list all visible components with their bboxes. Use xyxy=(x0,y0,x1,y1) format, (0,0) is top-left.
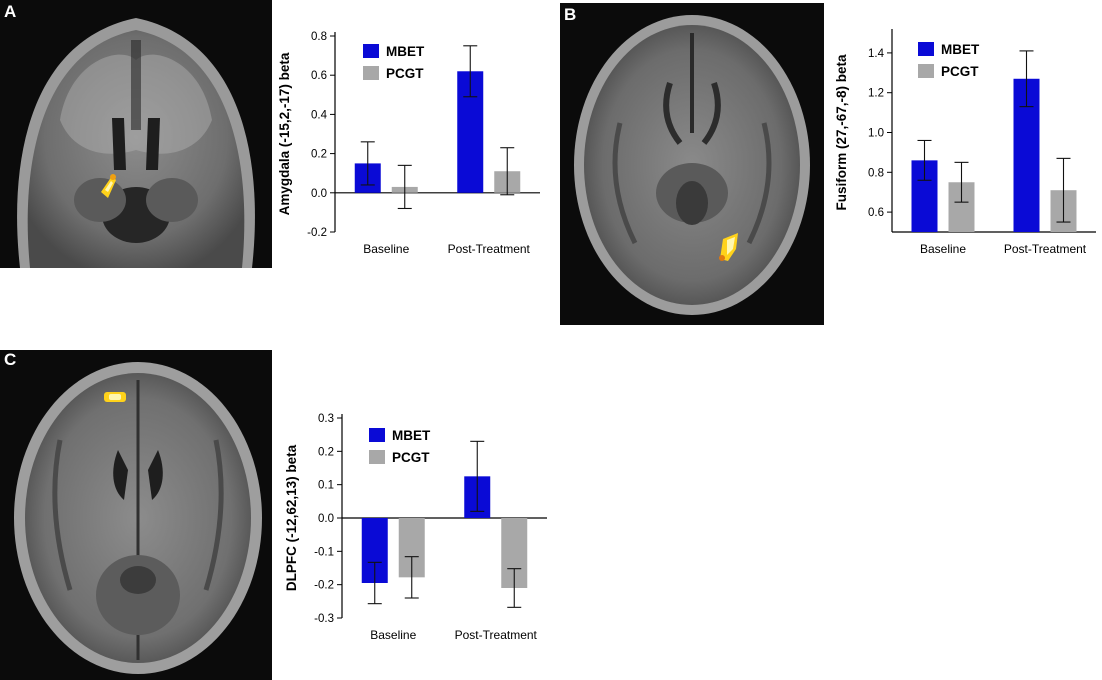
brain-scan-axial-dlpfc xyxy=(0,350,272,680)
y-tick-label: 1.2 xyxy=(868,88,884,100)
chart-svg: 0.6 0.8 1.0 1.2 1.4 Fusiform (27,-67,-8) beta… xyxy=(834,29,1096,256)
x-category-label: Baseline xyxy=(363,242,409,256)
legend-label-mbet: MBET xyxy=(941,42,980,57)
legend-swatch-pcgt xyxy=(363,66,379,80)
chart-svg: -0.3 -0.2 -0.1 0.0 0.1 0.2 0.3 DLPFC (-12,62,13… xyxy=(284,413,547,642)
y-tick-label: 0.6 xyxy=(311,70,327,82)
y-tick-label: -0.1 xyxy=(314,546,334,558)
y-tick-label: 0.0 xyxy=(311,188,327,200)
y-tick-label: 0.0 xyxy=(318,513,334,525)
x-category-label: Post-Treatment xyxy=(455,628,538,642)
y-tick-label: 0.3 xyxy=(318,413,334,425)
y-tick-label: 0.8 xyxy=(868,167,884,179)
chart-amygdala: -0.2 0.0 0.2 0.4 0.6 0.8 Amygdala (-15,2,-17) … xyxy=(270,0,560,268)
legend-label-pcgt: PCGT xyxy=(386,66,424,81)
y-tick-label: 0.8 xyxy=(311,31,327,43)
brain-scan-coronal xyxy=(0,0,272,268)
y-tick-label: 0.6 xyxy=(868,207,884,219)
x-category-label: Post-Treatment xyxy=(1004,242,1087,256)
y-tick-label: 0.4 xyxy=(311,109,328,121)
y-tick-label: 1.0 xyxy=(868,128,884,140)
y-tick-label: 0.2 xyxy=(311,149,327,161)
y-tick-label: 1.4 xyxy=(868,48,885,60)
y-tick-label: 0.1 xyxy=(318,480,334,492)
panel-label-c: C xyxy=(4,350,17,369)
y-tick-label: 0.2 xyxy=(318,446,334,458)
y-tick-label: -0.3 xyxy=(314,613,334,625)
y-axis-label: Amygdala (-15,2,-17) beta xyxy=(277,52,292,215)
legend-swatch-mbet xyxy=(363,44,379,58)
brain-scan-axial-fusiform xyxy=(560,3,824,325)
legend-swatch-pcgt xyxy=(369,450,385,464)
legend-swatch-mbet xyxy=(369,428,385,442)
chart-dlpfc: -0.3 -0.2 -0.1 0.0 0.1 0.2 0.3 DLPFC (-12,62,13… xyxy=(272,400,562,650)
panel-label-a: A xyxy=(4,2,17,21)
x-category-label: Baseline xyxy=(370,628,416,642)
panel-label-b: B xyxy=(564,5,577,24)
legend-label-pcgt: PCGT xyxy=(941,64,979,79)
legend-label-pcgt: PCGT xyxy=(392,450,430,465)
y-tick-label: -0.2 xyxy=(314,580,334,592)
legend-label-mbet: MBET xyxy=(392,428,431,443)
legend-swatch-pcgt xyxy=(918,64,934,78)
y-tick-label: -0.2 xyxy=(307,227,327,239)
x-category-label: Baseline xyxy=(920,242,966,256)
x-category-label: Post-Treatment xyxy=(448,242,531,256)
y-axis-label: DLPFC (-12,62,13) beta xyxy=(284,444,299,591)
legend-label-mbet: MBET xyxy=(386,44,425,59)
chart-fusiform: 0.6 0.8 1.0 1.2 1.4 Fusiform (27,-67,-8) beta… xyxy=(826,0,1102,268)
y-axis-label: Fusiform (27,-67,-8) beta xyxy=(834,54,849,211)
chart-svg: -0.2 0.0 0.2 0.4 0.6 0.8 Amygdala (-15,2,-17) … xyxy=(277,31,540,256)
legend-swatch-mbet xyxy=(918,42,934,56)
